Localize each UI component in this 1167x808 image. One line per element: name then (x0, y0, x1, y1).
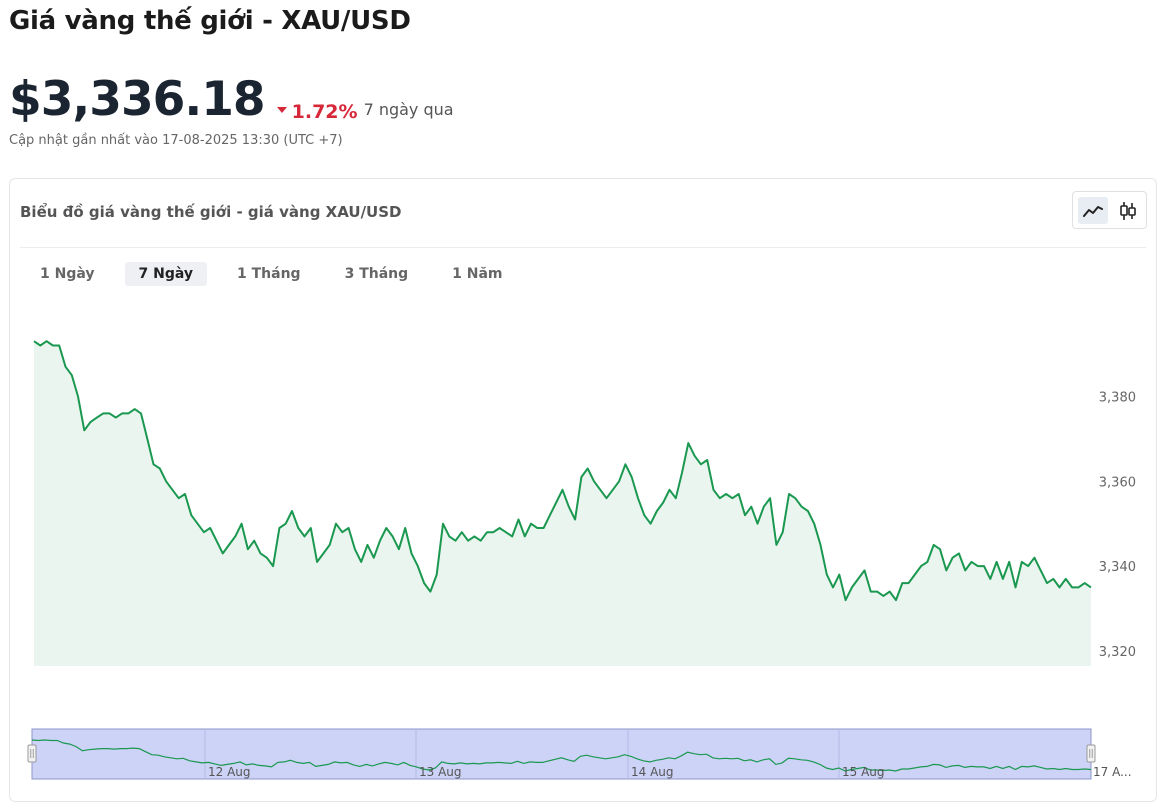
last-updated: Cập nhật gần nhất vào 17-08-2025 13:30 (… (9, 133, 343, 148)
card-divider (20, 247, 1146, 248)
price-line (33, 340, 1092, 602)
navigator-handle-right[interactable] (1086, 744, 1096, 763)
current-price: $3,336.18 (9, 72, 266, 127)
navigator-line (31, 739, 1092, 772)
navigator-selection[interactable] (31, 728, 1092, 780)
down-triangle-icon (276, 107, 287, 113)
change-percent: 1.72% (291, 101, 358, 123)
page-title: Giá vàng thế giới - XAU/USD (9, 6, 411, 36)
navigator-labels: 12 Aug 13 Aug 14 Aug 15 Aug 17 A... (208, 765, 1132, 779)
line-chart-icon (1083, 205, 1103, 217)
candlestick-icon (1120, 201, 1136, 220)
range-navigator[interactable]: 12 Aug 13 Aug 14 Aug 15 Aug 17 A... (27, 728, 1132, 780)
navigator-label: 15 Aug (842, 765, 885, 779)
price-row: $3,336.18 1.72% 7 ngày qua (9, 72, 454, 127)
period-tabs: 1 Ngày 7 Ngày 1 Tháng 3 Tháng 1 Năm (26, 262, 533, 286)
tab-7-days[interactable]: 7 Ngày (124, 262, 207, 286)
y-axis: 3,320 3,340 3,360 3,380 (1099, 390, 1136, 660)
tab-1-day[interactable]: 1 Ngày (40, 266, 95, 282)
chart-type-switch (1072, 191, 1147, 229)
tab-1-year[interactable]: 1 Năm (452, 266, 503, 282)
candlestick-chart-button[interactable] (1113, 197, 1143, 224)
tab-1-month[interactable]: 1 Tháng (237, 266, 301, 282)
navigator-day-dividers (204, 729, 840, 779)
change-period: 7 ngày qua (363, 100, 454, 119)
navigator-label: 17 A... (1093, 765, 1132, 779)
chart-card-title: Biểu đồ giá vàng thế giới - giá vàng XAU… (20, 203, 402, 221)
navigator-label: 12 Aug (208, 765, 251, 779)
line-chart-button[interactable] (1078, 197, 1108, 224)
chart-card: Biểu đồ giá vàng thế giới - giá vàng XAU… (9, 178, 1157, 802)
y-tick-label: 3,380 (1099, 390, 1136, 405)
navigator-handle-left[interactable] (27, 744, 37, 763)
navigator-label: 14 Aug (631, 765, 674, 779)
y-tick-label: 3,320 (1099, 645, 1136, 660)
tab-3-months[interactable]: 3 Tháng (344, 266, 409, 282)
y-tick-label: 3,360 (1099, 475, 1136, 490)
price-change: 1.72% (276, 101, 358, 123)
price-area (34, 341, 1091, 666)
navigator-handle-grip[interactable] (27, 744, 37, 763)
navigator-handle-grip[interactable] (1086, 744, 1096, 763)
navigator-label: 13 Aug (419, 765, 462, 779)
y-tick-label: 3,340 (1099, 560, 1136, 575)
